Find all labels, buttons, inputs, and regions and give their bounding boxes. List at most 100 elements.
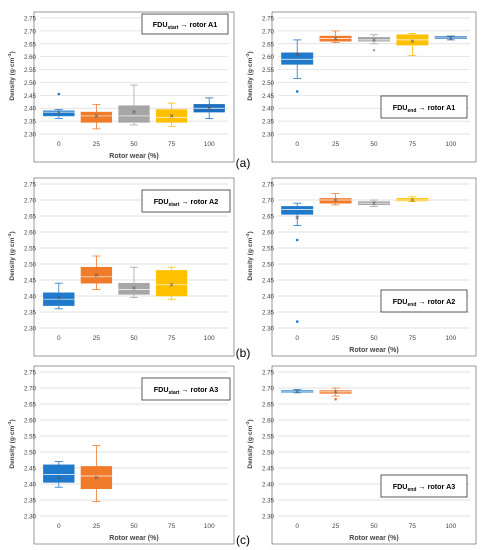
y-tick-label: 2.50 xyxy=(24,262,37,269)
y-tick-label: 2.40 xyxy=(24,482,37,489)
x-tick-label: 50 xyxy=(130,523,138,530)
legend-main: FDU xyxy=(393,482,408,491)
box-body xyxy=(281,206,314,215)
x-tick-label: 50 xyxy=(370,141,378,148)
x-tick-label: 25 xyxy=(332,141,340,148)
y-axis-title-sup: -3 xyxy=(245,233,250,238)
x-tick-label: 25 xyxy=(93,335,101,342)
x-tick-label: 100 xyxy=(445,523,456,530)
y-tick-label: 2.40 xyxy=(24,106,37,113)
x-tick-label: 25 xyxy=(332,523,340,530)
box-0 xyxy=(43,461,75,488)
box-body xyxy=(118,105,150,123)
panel-label-c: (c) xyxy=(236,533,250,547)
box-25 xyxy=(80,445,113,503)
box-body xyxy=(118,282,150,295)
y-tick-label: 2.70 xyxy=(24,198,37,205)
legend-box xyxy=(380,289,468,313)
mean-marker xyxy=(132,286,136,290)
x-tick-label: 75 xyxy=(409,141,417,148)
box-0 xyxy=(281,389,314,394)
y-tick-label: 2.45 xyxy=(24,466,37,473)
y-tick-label: 2.40 xyxy=(262,482,275,489)
y-tick-label: 2.50 xyxy=(262,450,275,457)
y-tick-label: 2.30 xyxy=(24,514,37,521)
y-axis-title-end: ) xyxy=(247,51,254,53)
x-tick-label: 25 xyxy=(332,335,340,342)
y-axis-title: Density (g·cm-3) xyxy=(7,231,16,280)
box-50 xyxy=(358,34,390,52)
y-axis-title-main: Density (g·cm xyxy=(9,57,16,100)
box-75 xyxy=(396,33,429,56)
y-axis-title-main: Density (g·cm xyxy=(247,425,254,468)
x-tick-label: 75 xyxy=(168,335,176,342)
y-axis-title: Density (g·cm-3) xyxy=(245,419,254,468)
outlier-point xyxy=(372,48,376,52)
y-tick-label: 2.45 xyxy=(262,466,275,473)
y-tick-label: 2.65 xyxy=(262,41,275,48)
y-tick-label: 2.35 xyxy=(262,119,275,126)
mean-marker xyxy=(56,295,61,300)
y-axis-title-sup: -3 xyxy=(245,53,250,58)
chart-4: 2.30 2.35 2.40 2.45 2.50 2.55 2.60 2.65 2.70 2.75… xyxy=(245,177,477,357)
legend-sub: end xyxy=(408,302,417,308)
y-axis-title-end: ) xyxy=(9,51,16,53)
y-tick-label: 2.30 xyxy=(262,514,275,521)
box-body xyxy=(80,111,113,123)
y-axis-title-end: ) xyxy=(247,231,254,233)
y-tick-label: 2.75 xyxy=(24,16,37,23)
chart-1: 2.30 2.35 2.40 2.45 2.50 2.55 2.60 2.65 2.70 2.75… xyxy=(7,11,235,163)
y-tick-label: 2.45 xyxy=(24,93,37,100)
y-axis-title-main: Density (g·cm xyxy=(9,425,16,468)
box-body xyxy=(43,464,75,483)
x-tick-label: 75 xyxy=(409,335,417,342)
box-body xyxy=(319,198,352,204)
mean-marker xyxy=(94,475,99,480)
legend-label: FDUend → rotor A3 xyxy=(393,482,456,493)
y-axis-title: Density (g·cm-3) xyxy=(7,51,16,100)
y-tick-label: 2.60 xyxy=(24,54,37,61)
box-body xyxy=(43,110,75,117)
y-tick-label: 2.50 xyxy=(262,262,275,269)
y-tick-label: 2.50 xyxy=(24,80,37,87)
legend-box xyxy=(141,377,231,401)
legend-main: FDU xyxy=(153,20,168,29)
box-75 xyxy=(155,266,188,300)
y-tick-label: 2.75 xyxy=(262,182,275,189)
mean-marker xyxy=(333,390,338,394)
box-25 xyxy=(319,387,352,401)
box-0 xyxy=(43,282,75,310)
x-tick-label: 75 xyxy=(168,141,176,148)
y-tick-label: 2.70 xyxy=(24,28,37,35)
y-axis-title-end: ) xyxy=(9,231,16,233)
outlier-point xyxy=(57,92,61,96)
mean-marker xyxy=(56,111,61,115)
chart-5: 2.30 2.35 2.40 2.45 2.50 2.55 2.60 2.65 2.70 2.75… xyxy=(7,365,235,545)
y-tick-label: 2.70 xyxy=(262,198,275,205)
x-axis-title: Rotor wear (%) xyxy=(349,535,398,542)
y-tick-label: 2.45 xyxy=(262,278,275,285)
y-tick-label: 2.60 xyxy=(262,418,275,425)
x-axis-title: Rotor wear (%) xyxy=(349,347,398,354)
y-axis-title-main: Density (g·cm xyxy=(247,57,254,100)
x-tick-label: 100 xyxy=(204,335,215,342)
outlier-point xyxy=(295,320,299,323)
y-tick-label: 2.35 xyxy=(262,310,275,317)
mean-marker xyxy=(169,282,174,287)
box-25 xyxy=(80,255,113,291)
y-tick-label: 2.55 xyxy=(24,434,37,441)
mean-marker xyxy=(372,201,376,206)
legend-box xyxy=(380,474,468,498)
y-tick-label: 2.55 xyxy=(24,246,37,253)
chart-3: 2.30 2.35 2.40 2.45 2.50 2.55 2.60 2.65 2.70 2.75… xyxy=(7,177,235,357)
x-tick-label: 100 xyxy=(204,523,215,530)
chart-6: 2.30 2.35 2.40 2.45 2.50 2.55 2.60 2.65 2.70 2.75… xyxy=(245,365,477,545)
legend-sub: end xyxy=(408,108,417,114)
panel-label-a: (a) xyxy=(236,156,251,170)
y-tick-label: 2.50 xyxy=(262,80,275,87)
y-tick-label: 2.65 xyxy=(262,402,275,409)
legend-main: FDU xyxy=(393,297,408,306)
x-tick-label: 0 xyxy=(57,523,61,530)
legend-label: FDUstart → rotor A3 xyxy=(154,385,219,396)
